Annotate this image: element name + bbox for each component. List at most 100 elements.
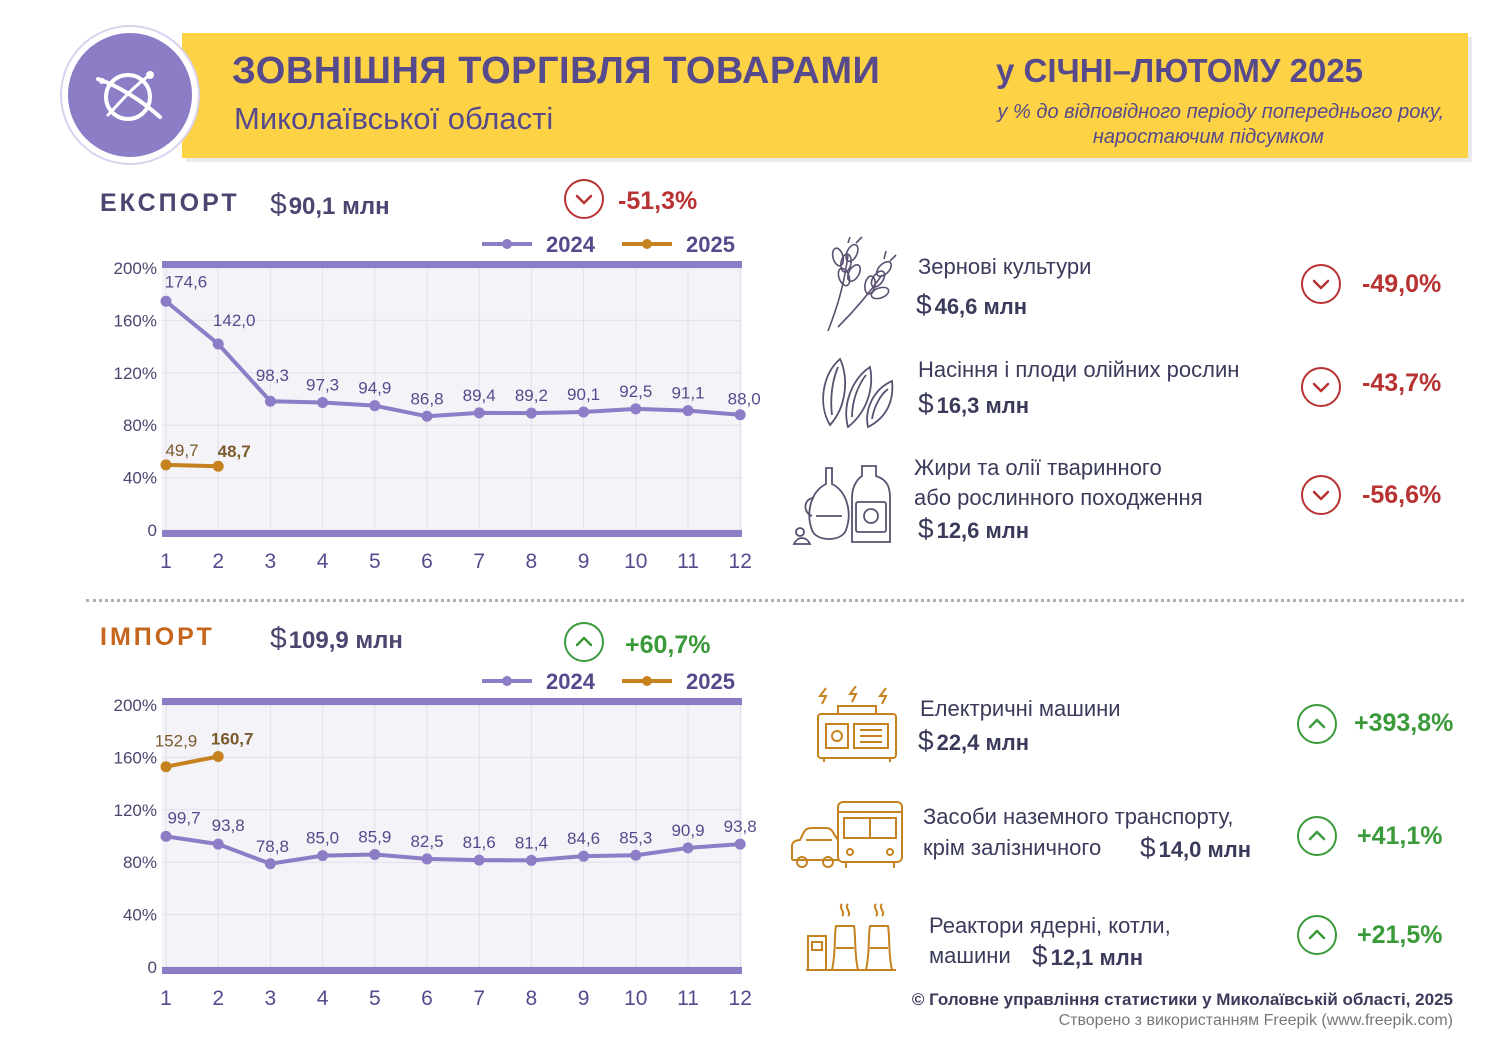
export-point-2025 (212, 460, 224, 472)
import-xtick: 7 (473, 987, 485, 1010)
import-point-2024 (212, 838, 224, 850)
export-xtick: 11 (677, 550, 699, 573)
import-ytick: 80% (123, 853, 157, 872)
import-top-bar (162, 698, 742, 705)
export-title: ЕКСПОРТ (100, 189, 240, 217)
export-data-label-2024: 174,6 (165, 272, 208, 291)
export-item-1-amount: 46,6 млн (934, 294, 1028, 319)
export-item-3-change: -56,6% (1362, 481, 1442, 509)
export-ytick: 160% (114, 311, 157, 330)
export-point-2024 (421, 410, 433, 422)
import-point-2024 (160, 830, 172, 842)
import-series-2024-line (165, 834, 741, 866)
export-data-label-2024: 142,0 (213, 311, 256, 330)
import-point-2024 (473, 854, 485, 866)
import-xtick: 1 (160, 987, 172, 1010)
import-data-label-2024: 99,7 (167, 808, 200, 827)
export-point-2024 (369, 400, 381, 412)
import-point-2024 (421, 853, 433, 865)
export-data-label-2024: 98,3 (256, 366, 289, 385)
dollar-sign: $ (270, 188, 287, 221)
export-change: -51,3% (618, 187, 698, 215)
export-total-value: 90,1 млн (288, 193, 390, 220)
header-note: у % до відповідного періоду попереднього… (884, 100, 1445, 150)
export-xtick: 8 (526, 550, 538, 573)
import-title: ІМПОРТ (100, 623, 215, 651)
import-xtick: 5 (369, 987, 381, 1010)
export-item-3-amount: 12,6 млн (936, 518, 1030, 543)
import-point-2024 (578, 850, 590, 862)
import-item-3-value: $12,1 млн (1032, 940, 1143, 972)
import-xtick: 9 (578, 987, 590, 1010)
import-item-3-amount: 12,1 млн (1050, 945, 1144, 970)
export-xtick: 1 (160, 550, 172, 573)
export-legend-marker (642, 239, 652, 249)
export-item-2-name: Насіння і плоди олійних рослин (918, 357, 1240, 382)
import-ytick: 200% (114, 696, 157, 715)
export-item-2-value: $16,3 млн (918, 388, 1029, 420)
export-item-3-name-1: Жири та олії тваринного (914, 455, 1162, 480)
export-data-label-2025: 49,7 (165, 441, 198, 460)
export-xtick: 9 (578, 550, 590, 573)
export-point-2024 (212, 338, 224, 350)
import-item-1-value: $22,4 млн (918, 725, 1029, 757)
import-point-2024 (734, 838, 746, 850)
credit: Створено з використанням Freepik (www.fr… (1058, 1012, 1453, 1029)
page-subtitle: Миколаївської області (234, 101, 554, 136)
import-chart: 200% 160% 120% 80% 40% 0 1 2 3 4 5 6 7 8 9 10 11 12 2024 20… (92, 665, 772, 1025)
import-xtick: 12 (729, 987, 752, 1010)
export-bottom-bar (162, 530, 742, 537)
export-xtick: 10 (624, 550, 647, 573)
period-label: у СІЧНІ–ЛЮТОМУ 2025 (996, 52, 1364, 89)
dollar-sign: $ (1140, 832, 1156, 863)
down-arrow-icon (564, 179, 604, 219)
seeds-icon (822, 357, 894, 429)
import-item-2-value: $14,0 млн (1140, 832, 1251, 864)
dollar-sign: $ (918, 725, 934, 756)
down-arrow-icon (1301, 264, 1341, 304)
import-legend-marker (502, 676, 512, 686)
import-item-2-amount: 14,0 млн (1158, 837, 1252, 862)
export-ytick: 0 (148, 521, 157, 540)
import-xtick: 11 (677, 987, 699, 1010)
export-item-2-amount: 16,3 млн (936, 393, 1030, 418)
import-data-label-2024: 85,0 (306, 829, 339, 848)
export-ytick: 120% (114, 364, 157, 383)
export-xtick: 5 (369, 550, 381, 573)
import-legend-label: 2024 (546, 669, 596, 694)
import-total-value: 109,9 млн (288, 627, 403, 654)
import-data-label-2024: 93,8 (212, 816, 245, 835)
export-data-label-2024: 89,4 (463, 386, 496, 405)
export-xtick: 4 (317, 550, 329, 573)
import-item-1-change: +393,8% (1354, 709, 1454, 737)
dollar-sign: $ (918, 388, 934, 419)
import-point-2024 (630, 849, 642, 861)
export-data-label-2024: 97,3 (306, 376, 339, 395)
export-data-label-2024: 89,2 (515, 386, 548, 405)
import-data-label-2024: 90,9 (671, 821, 704, 840)
import-data-label-2024: 85,9 (358, 827, 391, 846)
export-xtick: 7 (473, 550, 485, 573)
export-point-2024 (734, 409, 746, 421)
import-xtick: 3 (265, 987, 277, 1010)
up-arrow-icon (1297, 915, 1337, 955)
import-item-1-amount: 22,4 млн (936, 730, 1030, 755)
import-point-2024 (317, 850, 329, 862)
import-data-label-2025: 152,9 (155, 732, 198, 751)
import-data-label-2024: 81,6 (463, 833, 496, 852)
import-data-label-2024: 85,3 (619, 828, 652, 847)
export-data-label-2024: 91,1 (671, 384, 704, 403)
export-data-label-2024: 86,8 (410, 389, 443, 408)
down-arrow-icon (1301, 475, 1341, 515)
globe-icon (96, 71, 162, 121)
export-point-2024 (578, 406, 590, 418)
export-data-label-2024: 94,9 (358, 379, 391, 398)
import-item-3-change: +21,5% (1357, 921, 1443, 949)
import-point-2024 (525, 854, 537, 866)
export-series-2024-line (164, 299, 741, 419)
export-legend-marker (502, 239, 512, 249)
import-ytick: 0 (148, 958, 157, 977)
export-ytick: 200% (114, 259, 157, 278)
import-xtick: 6 (421, 987, 433, 1010)
